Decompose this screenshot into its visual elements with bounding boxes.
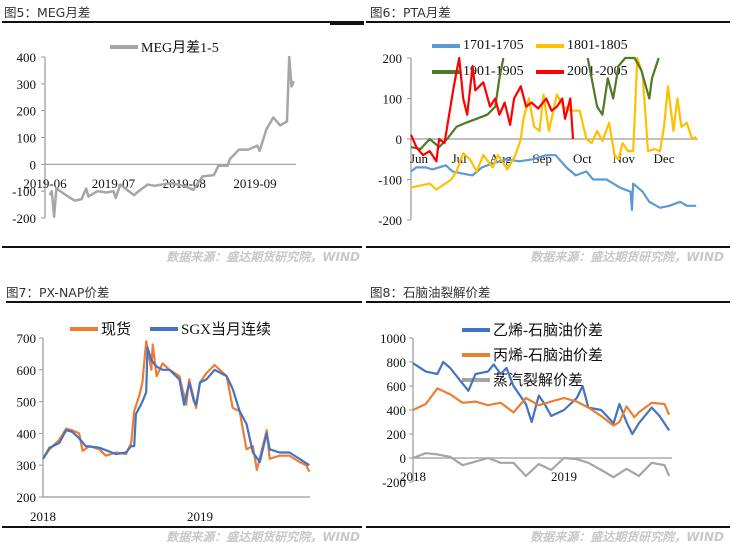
x-tick-label: 2019 [551,469,577,484]
legend-label: 蒸汽裂解价差 [493,373,584,389]
y-tick-label: 200 [17,490,37,505]
y-tick-label: 300 [17,77,37,92]
y-tick-label: 600 [17,363,37,378]
series-line [410,154,697,211]
x-tick-label: 2019-09 [233,176,276,191]
divider [2,21,364,23]
source-note: 数据来源：盛达期货研究院，WIND [530,530,724,544]
y-tick-label: 0 [400,451,407,466]
divider [366,301,730,303]
legend-item: 2001-2005 [536,64,628,80]
y-tick-label: 400 [17,426,37,441]
source-note: 数据来源：盛达期货研究院，WIND [530,250,724,264]
source-note: 数据来源：盛达期货研究院，WIND [166,530,360,544]
y-tick-label: 500 [17,395,37,410]
series-line [412,360,671,436]
series-line [409,56,575,163]
y-tick-label: 600 [387,379,407,394]
y-tick-label: 700 [17,331,37,346]
y-tick-label: 1000 [380,331,406,346]
series-line [410,56,660,151]
series-line [42,346,310,467]
legend-item: 乙烯-石脑油价差 [462,319,603,340]
y-tick-label: -200 [12,211,36,226]
legend-item: 1801-1805 [536,38,628,54]
x-tick-label: 2018 [30,509,56,524]
y-tick-label: 200 [387,427,407,442]
x-tick-label: Nov [613,151,636,166]
x-tick-label: Oct [573,151,592,166]
legend-swatch [150,326,178,331]
x-tick-label: 2019 [187,509,213,524]
x-tick-label: 2018 [400,469,426,484]
legend-swatch [536,70,564,74]
series-line [412,387,671,427]
legend-swatch [432,44,460,48]
divider [6,301,362,303]
legend-label: 现货 [101,322,132,338]
divider [2,246,362,248]
legend-item: 1701-1705 [432,38,524,54]
divider [366,526,730,528]
x-tick-label: 2019-07 [92,176,136,191]
legend-swatch [536,44,564,48]
legend-swatch [462,327,490,332]
legend-label: SGX当月连续 [181,322,272,338]
divider [366,246,730,248]
panel-title: 图7：PX-NAP价差 [6,285,110,300]
x-tick-label: 2019-06 [23,176,67,191]
legend-label: 1801-1805 [567,38,628,53]
y-tick-label: 0 [396,132,403,147]
y-tick-label: -200 [382,475,406,490]
y-tick-label: 300 [17,458,37,473]
legend-label: 1901-1905 [463,64,524,79]
y-tick-label: 0 [30,157,37,172]
series-line [48,55,295,218]
y-tick-label: 100 [17,131,37,146]
series-line [410,56,697,191]
panel-title: 图6：PTA月差 [370,5,451,20]
legend-label: 丙烯-石脑油价差 [493,348,603,364]
divider [366,21,730,23]
legend-label: MEG月差1-5 [141,41,219,56]
legend-item: 1901-1905 [432,64,524,80]
series-line [42,340,311,473]
y-tick-label: -100 [378,173,402,188]
legend-label: 乙烯-石脑油价差 [493,323,603,339]
divider [330,22,364,25]
divider [2,526,362,528]
source-note: 数据来源：盛达期货研究院，WIND [166,250,360,264]
legend-swatch [462,377,490,382]
legend-item: SGX当月连续 [150,318,271,339]
y-tick-label: 200 [17,104,37,119]
legend-label: 1701-1705 [463,38,524,53]
y-tick-label: 200 [383,51,403,66]
legend-item: 现货 [70,318,131,339]
legend-label: 2001-2005 [567,64,628,79]
legend-item: 蒸汽裂解价差 [462,369,583,390]
series-line [412,452,671,479]
y-tick-label: 100 [383,92,403,107]
y-tick-label: 400 [17,50,37,65]
panel-title: 图5：MEG月差 [4,5,91,20]
y-tick-label: 800 [387,355,407,370]
legend-swatch [110,45,138,49]
y-tick-label: 400 [387,403,407,418]
legend-item: 丙烯-石脑油价差 [462,344,603,365]
x-tick-label: Dec [654,151,675,166]
y-tick-label: -100 [12,184,36,199]
legend-item: MEG月差1-5 [110,37,219,57]
y-tick-label: -200 [378,213,402,228]
panel-title: 图8：石脑油裂解价差 [370,285,491,300]
legend-swatch [70,326,98,331]
legend-swatch [432,70,460,74]
legend-swatch [462,352,490,357]
